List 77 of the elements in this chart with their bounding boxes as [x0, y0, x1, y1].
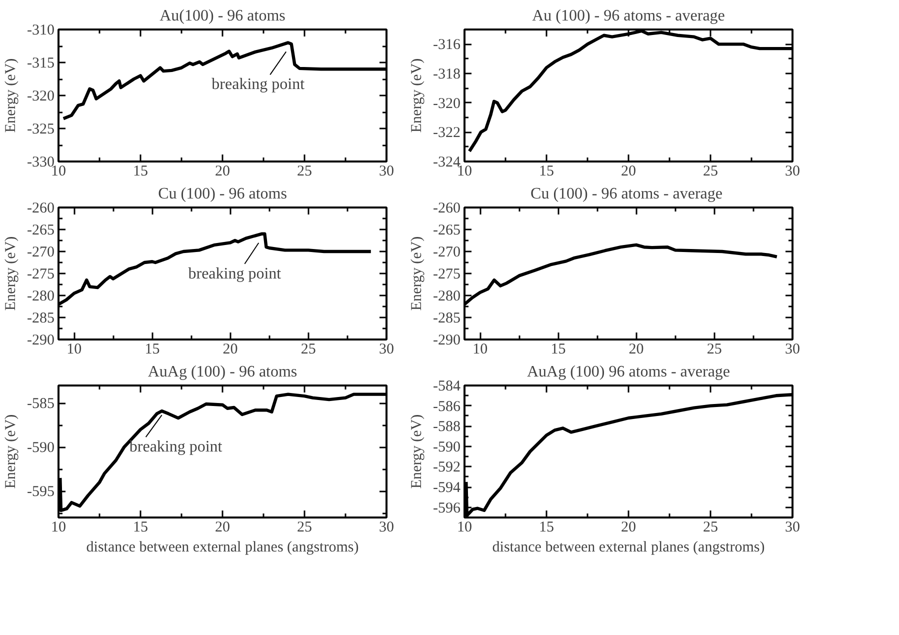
y-tick-label: -585: [27, 396, 55, 412]
chart-title: Cu (100) - 96 atoms - average: [530, 186, 722, 202]
x-tick-label: 25: [297, 520, 312, 536]
chart-title: Cu (100) - 96 atoms: [158, 186, 287, 202]
y-tick-label: -260: [433, 200, 461, 216]
y-axis-title: Energy (eV): [3, 58, 20, 133]
y-tick-label: -275: [27, 266, 55, 282]
y-tick-label: -322: [433, 125, 461, 142]
x-tick-label: 15: [539, 520, 554, 536]
y-axis-title: Energy (eV): [409, 236, 426, 311]
y-tick-label: -270: [27, 244, 55, 260]
chart-title: AuAg (100) 96 atoms - average: [526, 364, 730, 380]
y-axis-title: Energy (eV): [3, 414, 20, 489]
y-tick-label: -588: [433, 419, 461, 436]
y-tick-label: -285: [27, 310, 55, 326]
x-tick-label: 15: [133, 164, 148, 180]
x-tick-label: 25: [300, 342, 316, 358]
x-tick-label: 15: [550, 342, 566, 358]
y-tick-label: -265: [27, 222, 55, 238]
y-tick-label: -596: [433, 500, 461, 516]
x-tick-label: 30: [379, 164, 394, 180]
y-tick-label: -315: [27, 56, 55, 72]
y-tick-label: -280: [27, 288, 55, 304]
x-axis-title: distance between external planes (angstroms): [86, 540, 359, 556]
y-tick-label: -320: [27, 88, 55, 104]
y-tick-label: -594: [433, 480, 461, 496]
y-axis-title: Energy (eV): [409, 414, 426, 489]
x-tick-label: 15: [144, 342, 160, 358]
x-tick-label: 20: [628, 342, 644, 358]
y-tick-label: -285: [433, 310, 461, 326]
y-tick-label: -590: [433, 439, 461, 456]
y-tick-label: -275: [433, 266, 461, 282]
x-tick-label: 20: [621, 520, 636, 536]
x-tick-label: 10: [66, 342, 82, 358]
chart-title: Au(100) - 96 atoms: [160, 8, 286, 24]
y-tick-label: -290: [433, 332, 461, 348]
y-tick-label: -592: [433, 460, 461, 476]
y-tick-label: -595: [27, 484, 55, 500]
x-tick-label: 20: [215, 520, 230, 536]
y-axis-title: Energy (eV): [409, 58, 426, 133]
chart-title: Au (100) - 96 atoms - average: [532, 8, 725, 24]
x-tick-label: 30: [785, 164, 800, 180]
y-tick-label: -590: [27, 440, 55, 456]
x-tick-label: 25: [703, 164, 718, 180]
x-tick-label: 20: [621, 164, 636, 180]
y-tick-label: -586: [433, 398, 461, 415]
chart-title: AuAg (100) - 96 atoms: [148, 364, 298, 380]
x-tick-label: 20: [215, 164, 230, 180]
x-tick-label: 10: [51, 520, 66, 536]
x-tick-label: 15: [539, 164, 554, 180]
y-tick-label: -318: [433, 66, 461, 82]
x-tick-label: 10: [457, 520, 472, 536]
x-tick-label: 15: [133, 520, 148, 536]
annotation: breaking point: [212, 76, 306, 94]
x-tick-label: 30: [785, 342, 800, 358]
y-tick-label: -310: [27, 22, 55, 38]
y-axis-title: Energy (eV): [3, 236, 20, 311]
x-tick-label: 30: [785, 520, 800, 536]
annotation: breaking point: [129, 438, 223, 456]
x-tick-label: 25: [703, 520, 718, 536]
y-tick-label: -290: [27, 332, 55, 348]
x-tick-label: 30: [379, 342, 394, 358]
x-tick-label: 20: [222, 342, 238, 358]
x-tick-label: 30: [379, 520, 394, 536]
annotation: breaking point: [188, 265, 282, 282]
y-tick-label: -584: [433, 378, 461, 394]
x-tick-label: 25: [297, 164, 312, 180]
y-tick-label: -260: [27, 200, 55, 216]
y-tick-label: -270: [433, 244, 461, 260]
x-tick-label: 25: [706, 342, 722, 358]
y-tick-label: -320: [433, 96, 461, 112]
x-axis-title: distance between external planes (angstroms): [492, 540, 765, 556]
y-tick-label: -280: [433, 288, 461, 304]
y-tick-label: -325: [27, 122, 55, 138]
y-tick-label: -316: [433, 37, 461, 54]
x-tick-label: 10: [472, 342, 488, 358]
y-tick-label: -265: [433, 222, 461, 238]
